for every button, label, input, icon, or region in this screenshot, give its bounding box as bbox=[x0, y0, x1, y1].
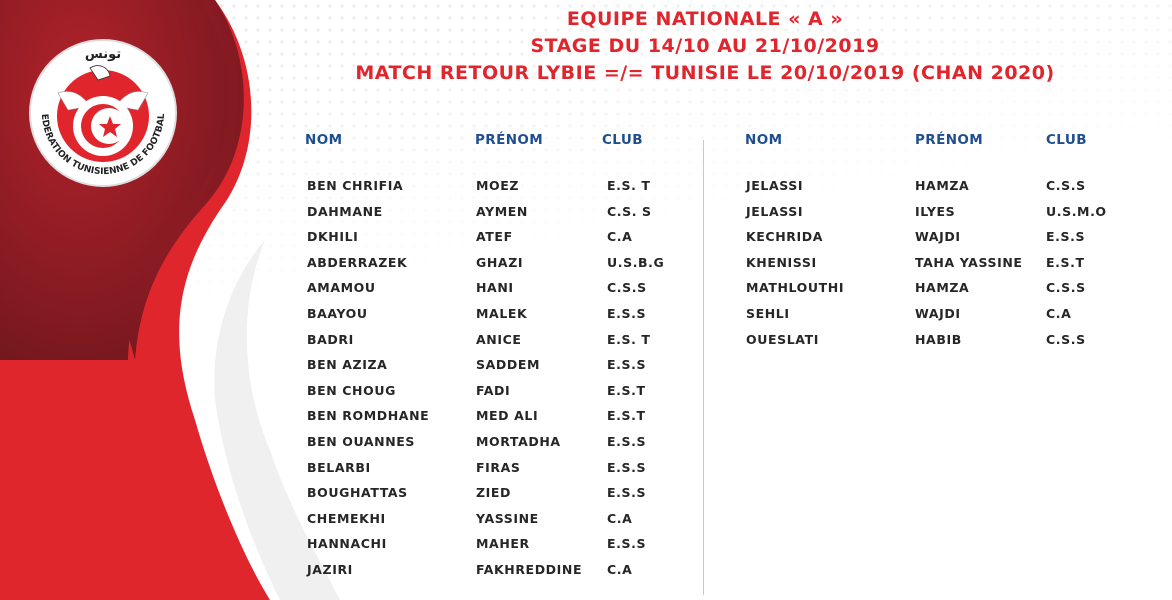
player-club: E.S. T bbox=[607, 331, 651, 347]
player-first-name: MORTADHA bbox=[476, 434, 561, 449]
player-last-name: KECHRIDA bbox=[746, 229, 823, 245]
player-last-name: BEN CHOUG bbox=[307, 382, 396, 398]
player-club: E.S.S bbox=[607, 306, 647, 321]
player-last-name: BEN OUANNES bbox=[307, 434, 416, 449]
player-club: E.S. T bbox=[607, 178, 651, 193]
player-club: C.A bbox=[607, 562, 633, 577]
player-first-name: WAJDI bbox=[915, 229, 961, 245]
player-club: C.S.S bbox=[1046, 178, 1086, 193]
player-first-name: HAMZA bbox=[915, 280, 970, 296]
player-last-name: AMAMOU bbox=[307, 280, 376, 296]
player-last-name: BELARBI bbox=[307, 459, 371, 475]
player-first-name: SADDEM bbox=[476, 357, 541, 373]
player-last-name: MATHLOUTHI bbox=[746, 280, 845, 296]
player-first-name: MAHER bbox=[476, 536, 530, 552]
player-club: E.S.S bbox=[607, 434, 647, 449]
player-first-name: HAMZA bbox=[915, 178, 970, 193]
player-club: C.S.S bbox=[1046, 331, 1086, 347]
player-club: E.S.T bbox=[1046, 254, 1085, 270]
player-last-name: ABDERRAZEK bbox=[307, 254, 408, 270]
player-club: E.S.S bbox=[607, 485, 647, 501]
player-last-name: BOUGHATTAS bbox=[307, 485, 408, 501]
player-club: C.S. S bbox=[607, 203, 652, 219]
left-header-club: CLUB bbox=[602, 132, 643, 148]
player-club: E.S.S bbox=[607, 536, 647, 552]
player-first-name: FIRAS bbox=[476, 459, 521, 475]
player-club: E.S.T bbox=[607, 408, 646, 424]
title-line-2: STAGE DU 14/10 AU 21/10/2019 bbox=[530, 35, 880, 57]
player-last-name: DKHILI bbox=[307, 229, 359, 245]
player-last-name: CHEMEKHI bbox=[307, 510, 386, 526]
player-last-name: KHENISSI bbox=[746, 254, 817, 270]
logo-arabic-text: تونس bbox=[85, 47, 121, 62]
player-last-name: JELASSI bbox=[746, 203, 804, 219]
player-last-name: BEN AZIZA bbox=[307, 357, 388, 373]
title-line-3: MATCH RETOUR LYBIE =/= TUNISIE LE 20/10/… bbox=[355, 62, 1055, 84]
player-club: E.S.T bbox=[607, 382, 646, 398]
right-header-prenom: PRÉNOM bbox=[915, 132, 984, 148]
player-club: C.S.S bbox=[1046, 280, 1086, 296]
player-first-name: MOEZ bbox=[476, 178, 520, 193]
player-last-name: HANNACHI bbox=[307, 536, 387, 552]
player-last-name: BADRI bbox=[307, 331, 354, 347]
player-first-name: HABIB bbox=[915, 331, 962, 347]
player-club: C.A bbox=[607, 229, 633, 245]
player-first-name: WAJDI bbox=[915, 306, 961, 321]
player-club: C.S.S bbox=[607, 280, 647, 296]
player-last-name: SEHLI bbox=[746, 306, 790, 321]
player-first-name: ATEF bbox=[476, 229, 513, 245]
player-first-name: HANI bbox=[476, 280, 514, 296]
title-line-1: EQUIPE NATIONALE « A » bbox=[566, 8, 844, 30]
player-club: E.S.S bbox=[607, 357, 647, 373]
column-divider bbox=[703, 140, 704, 595]
player-first-name: ANICE bbox=[476, 331, 522, 347]
player-first-name: FAKHREDDINE bbox=[476, 562, 583, 577]
player-last-name: BAAYOU bbox=[307, 306, 368, 321]
player-first-name: GHAZI bbox=[476, 254, 524, 270]
player-first-name: MALEK bbox=[476, 306, 528, 321]
player-club: C.A bbox=[607, 510, 633, 526]
player-club: C.A bbox=[1046, 306, 1072, 321]
player-first-name: TAHA YASSINE bbox=[915, 254, 1023, 270]
player-first-name: FADI bbox=[476, 382, 511, 398]
right-header-nom: NOM bbox=[745, 132, 783, 148]
player-first-name: ZIED bbox=[476, 485, 512, 501]
ftf-logo: تونس FEDERATION TUNISIENNE DE FOOTBALL bbox=[28, 38, 177, 187]
player-last-name: BEN ROMDHANE bbox=[307, 408, 430, 424]
player-last-name: JAZIRI bbox=[307, 562, 353, 577]
player-last-name: DAHMANE bbox=[307, 203, 383, 219]
left-header-nom: NOM bbox=[305, 132, 343, 148]
player-club: E.S.S bbox=[607, 459, 647, 475]
player-last-name: BEN CHRIFIA bbox=[307, 178, 404, 193]
player-club: U.S.B.G bbox=[607, 254, 665, 270]
player-first-name: YASSINE bbox=[476, 510, 539, 526]
player-last-name: OUESLATI bbox=[746, 331, 819, 347]
right-header-club: CLUB bbox=[1046, 132, 1087, 148]
left-header-prenom: PRÉNOM bbox=[475, 132, 544, 148]
player-first-name: MED ALI bbox=[476, 408, 539, 424]
player-first-name: ILYES bbox=[915, 203, 956, 219]
player-first-name: AYMEN bbox=[476, 203, 528, 219]
player-last-name: JELASSI bbox=[746, 178, 804, 193]
player-club: U.S.M.O bbox=[1046, 203, 1107, 219]
player-club: E.S.S bbox=[1046, 229, 1086, 245]
